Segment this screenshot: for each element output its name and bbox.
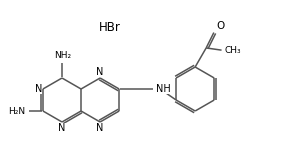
Text: O: O [217,21,225,31]
Text: N: N [96,123,104,133]
Text: N: N [58,123,66,133]
Text: N: N [96,67,104,77]
Text: HBr: HBr [99,21,121,34]
Text: N: N [34,84,42,94]
Text: H₂N: H₂N [8,106,25,115]
Text: NH: NH [156,84,171,94]
Text: NH₂: NH₂ [54,51,72,60]
Text: CH₃: CH₃ [225,46,241,55]
